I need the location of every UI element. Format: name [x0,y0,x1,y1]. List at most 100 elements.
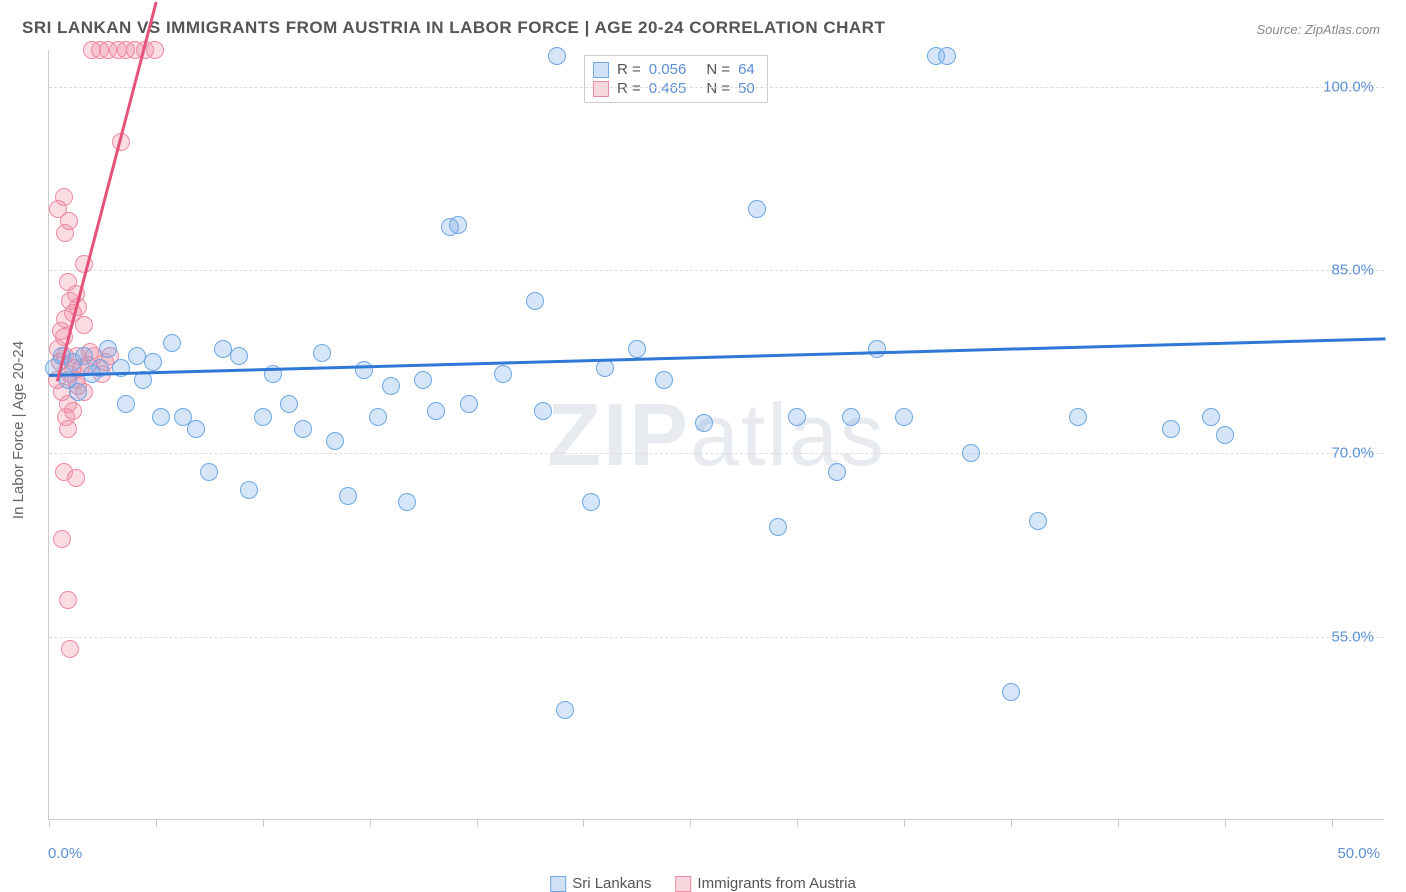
scatter-point [55,188,73,206]
x-tick [1225,819,1226,827]
legend-item: Immigrants from Austria [675,875,855,892]
scatter-point [61,640,79,658]
scatter-point [1216,426,1234,444]
x-tick [797,819,798,827]
stats-r-value: 0.465 [649,80,687,97]
legend-swatch [675,876,691,892]
scatter-point [868,340,886,358]
stats-swatch [593,62,609,78]
bottom-legend: Sri Lankans Immigrants from Austria [550,875,856,892]
scatter-point [280,395,298,413]
scatter-point [382,377,400,395]
scatter-point [152,408,170,426]
scatter-point [828,463,846,481]
y-tick-label: 85.0% [1331,262,1374,279]
x-tick [583,819,584,827]
stats-swatch [593,81,609,97]
stats-legend-box: R = 0.056 N = 64R = 0.465N = 50 [584,55,768,103]
stats-row: R = 0.465N = 50 [593,79,755,98]
scatter-point [59,273,77,291]
scatter-point [339,487,357,505]
scatter-point [355,361,373,379]
scatter-point [582,493,600,511]
x-tick [49,819,50,827]
watermark-bold: ZIP [547,385,690,484]
scatter-point [99,340,117,358]
scatter-point [534,402,552,420]
x-tick [263,819,264,827]
stats-r-label: R = [617,80,641,97]
trend-line [49,337,1385,376]
scatter-point [1029,512,1047,530]
legend-label: Immigrants from Austria [697,875,855,892]
scatter-point [53,530,71,548]
scatter-point [1069,408,1087,426]
chart-container: { "title": "SRI LANKAN VS IMMIGRANTS FRO… [0,0,1406,892]
watermark-light: atlas [690,385,886,484]
x-tick [477,819,478,827]
scatter-point [144,353,162,371]
scatter-point [1002,683,1020,701]
scatter-point [1202,408,1220,426]
scatter-point [628,340,646,358]
scatter-point [655,371,673,389]
x-tick [1332,819,1333,827]
scatter-point [1162,420,1180,438]
scatter-point [64,402,82,420]
scatter-point [548,47,566,65]
x-tick [370,819,371,827]
scatter-point [526,292,544,310]
scatter-point [748,200,766,218]
scatter-point [427,402,445,420]
gridline-h [49,270,1384,271]
scatter-point [842,408,860,426]
scatter-point [788,408,806,426]
y-tick-label: 100.0% [1323,78,1374,95]
scatter-point [398,493,416,511]
scatter-point [962,444,980,462]
legend-label: Sri Lankans [572,875,651,892]
stats-r-label: R = [617,61,641,78]
stats-r-value: 0.056 [649,61,687,78]
scatter-point [117,395,135,413]
scatter-point [449,216,467,234]
scatter-point [938,47,956,65]
scatter-point [369,408,387,426]
scatter-point [187,420,205,438]
scatter-point [294,420,312,438]
scatter-point [59,591,77,609]
x-tick [156,819,157,827]
y-axis-label: In Labor Force | Age 20-24 [10,341,27,519]
scatter-point [69,383,87,401]
source-attribution: Source: ZipAtlas.com [1256,22,1380,37]
legend-item: Sri Lankans [550,875,651,892]
scatter-point [460,395,478,413]
scatter-point [67,469,85,487]
legend-swatch [550,876,566,892]
stats-row: R = 0.056 N = 64 [593,60,755,79]
scatter-point [695,414,713,432]
scatter-point [494,365,512,383]
scatter-point [769,518,787,536]
scatter-point [230,347,248,365]
scatter-point [895,408,913,426]
scatter-point [313,344,331,362]
scatter-point [326,432,344,450]
gridline-h [49,87,1384,88]
x-axis-max-label: 50.0% [1337,845,1380,862]
plot-area: ZIPatlas R = 0.056N = 64R = 0.465N = 50 … [48,50,1384,820]
stats-n-label: N = [706,61,730,78]
scatter-point [75,316,93,334]
gridline-h [49,453,1384,454]
scatter-point [163,334,181,352]
stats-n-value: 64 [738,61,755,78]
x-axis-min-label: 0.0% [48,845,82,862]
x-tick [904,819,905,827]
scatter-point [200,463,218,481]
scatter-point [59,420,77,438]
stats-n-value: 50 [738,80,755,97]
x-tick [690,819,691,827]
gridline-h [49,637,1384,638]
scatter-point [56,224,74,242]
y-tick-label: 55.0% [1331,628,1374,645]
